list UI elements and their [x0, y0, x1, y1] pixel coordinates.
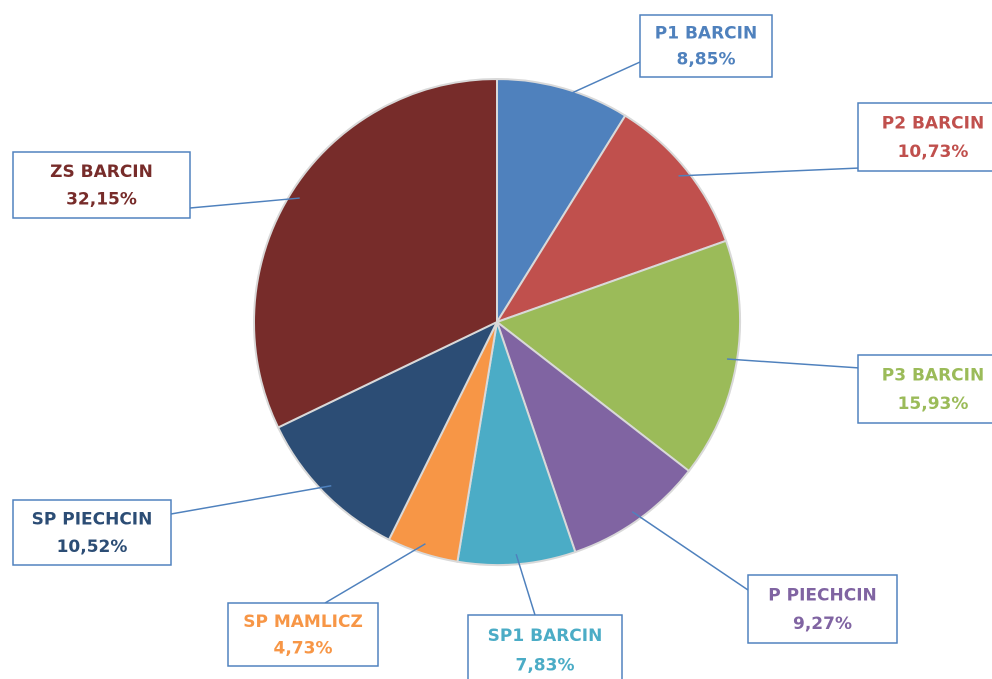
- slice-label: P2 BARCIN: [882, 113, 984, 133]
- value-label: 10,73%: [898, 142, 969, 162]
- value-label: 4,73%: [274, 638, 333, 658]
- pie-slice: [253, 77, 498, 429]
- label-box: [857, 102, 992, 172]
- slice-label: P1 BARCIN: [655, 24, 757, 44]
- slice-label: SP PIECHCIN: [32, 510, 153, 530]
- label-box: [747, 574, 898, 644]
- leader-line: [324, 543, 426, 604]
- pie-slice: [494, 319, 691, 554]
- value-label: 32,15%: [66, 190, 137, 210]
- leader-line: [189, 197, 300, 209]
- leader-line: [170, 485, 332, 515]
- label-box: [467, 614, 623, 679]
- value-label: 10,52%: [57, 537, 128, 557]
- label-box: [12, 151, 191, 219]
- leader-line: [515, 553, 536, 616]
- pie-slice: [496, 77, 627, 326]
- value-label: 9,27%: [793, 614, 852, 634]
- pie-slice: [276, 319, 500, 541]
- label-box: [227, 602, 379, 667]
- pie-slice: [494, 114, 728, 324]
- leader-line: [726, 358, 861, 369]
- leader-line: [678, 167, 861, 177]
- label-box: [857, 354, 992, 424]
- value-label: 7,83%: [516, 655, 575, 675]
- slice-label: P PIECHCIN: [768, 585, 877, 605]
- value-label: 8,85%: [677, 50, 736, 70]
- label-box: [639, 14, 773, 78]
- value-label: 15,93%: [898, 394, 969, 414]
- leader-line: [560, 61, 641, 99]
- label-box: [12, 499, 172, 566]
- slice-label: SP MAMLICZ: [243, 612, 363, 632]
- leader-line: [631, 511, 749, 591]
- slice-label: P3 BARCIN: [882, 365, 984, 385]
- pie-slice: [456, 321, 577, 566]
- pie-slice: [494, 239, 741, 473]
- slice-label: ZS BARCIN: [50, 162, 153, 182]
- slice-label: SP1 BARCIN: [488, 626, 603, 646]
